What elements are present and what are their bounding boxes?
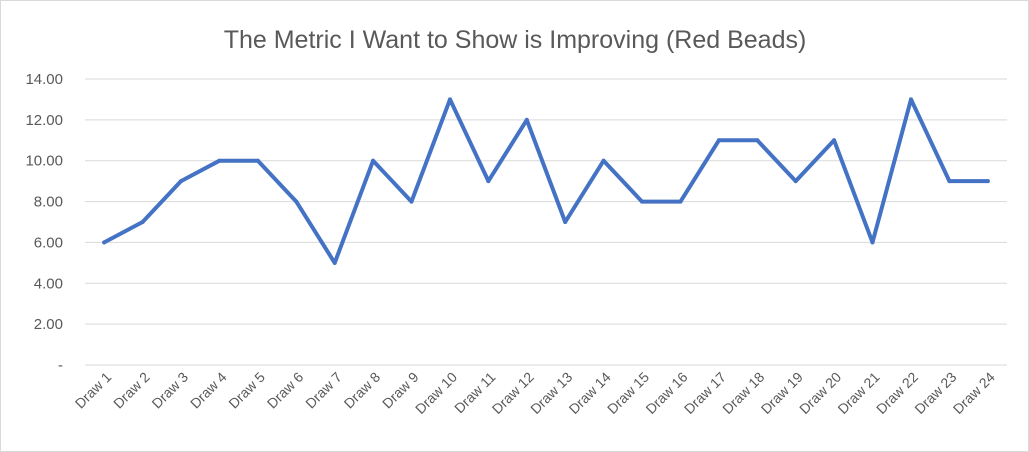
- data-point: [832, 138, 837, 143]
- x-tick-label: Draw 12: [489, 369, 537, 417]
- gridlines: [85, 78, 1007, 366]
- data-point: [909, 97, 913, 102]
- data-point: [179, 179, 183, 184]
- data-point: [524, 117, 529, 122]
- series-line: [102, 97, 990, 265]
- x-tick-label: Draw 10: [412, 369, 460, 417]
- x-tick-label: Draw 5: [225, 369, 268, 412]
- x-tick-label: Draw 3: [148, 369, 191, 412]
- x-tick-label: Draw 21: [834, 369, 882, 417]
- y-tick-label: 6.00: [34, 234, 63, 251]
- data-point: [678, 199, 683, 204]
- x-tick-label: Draw 6: [264, 369, 307, 412]
- x-tick-label: Draw 4: [187, 369, 230, 412]
- data-point: [563, 220, 568, 224]
- y-tick-label: 8.00: [34, 194, 63, 211]
- y-tick-label: 4.00: [34, 275, 63, 292]
- data-point: [755, 138, 760, 143]
- data-point: [448, 97, 452, 102]
- x-tick-label: Draw 16: [642, 369, 690, 417]
- data-point: [601, 158, 606, 163]
- data-point: [255, 158, 260, 163]
- series-group: [102, 97, 990, 265]
- data-point: [371, 158, 376, 163]
- data-point: [140, 220, 145, 224]
- data-point: [409, 199, 414, 204]
- data-point: [486, 179, 491, 184]
- data-point: [716, 138, 721, 143]
- y-tick-label: 12.00: [25, 112, 63, 129]
- data-point: [870, 240, 875, 245]
- y-tick-label: 2.00: [34, 316, 63, 333]
- data-point: [332, 260, 337, 265]
- x-tick-label: Draw 24: [950, 369, 998, 417]
- y-tick-label: 14.00: [25, 71, 63, 88]
- data-point: [640, 199, 644, 204]
- x-tick-label: Draw 18: [719, 369, 767, 417]
- x-tick-label: Draw 22: [873, 369, 921, 417]
- data-point: [294, 199, 299, 204]
- x-tick-label: Draw 1: [72, 369, 115, 412]
- data-point: [793, 179, 798, 184]
- chart-title: The Metric I Want to Show is Improving (…: [224, 26, 807, 54]
- x-tick-label: Draw 19: [758, 369, 806, 417]
- y-tick-label: -: [58, 357, 63, 374]
- x-tick-label: Draw 8: [341, 369, 384, 412]
- data-point: [217, 158, 222, 163]
- data-point: [102, 240, 107, 245]
- x-tick-label: Draw 13: [527, 369, 575, 417]
- y-tick-label: 10.00: [25, 153, 63, 170]
- x-tick-label: Draw 2: [110, 369, 153, 412]
- y-axis-ticks: - 2.00 4.00 6.00 8.00 10.00 12.00 14.00: [25, 71, 63, 374]
- data-point: [947, 179, 952, 184]
- x-tick-label: Draw 15: [604, 369, 652, 417]
- x-tick-label: Draw 7: [302, 369, 345, 412]
- data-point: [985, 179, 990, 184]
